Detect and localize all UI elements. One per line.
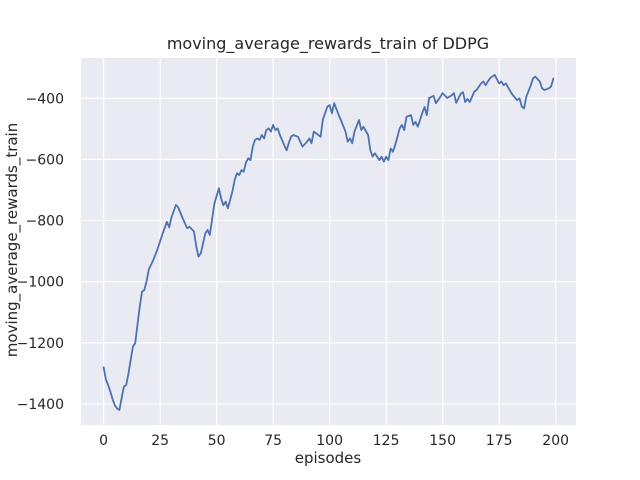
plot-area [81, 58, 576, 425]
x-tick-label: 200 [542, 433, 569, 449]
y-tick-label: −1000 [17, 275, 64, 291]
x-tick-label: 50 [208, 433, 226, 449]
series-layer [102, 73, 555, 411]
y-tick-label: −1200 [17, 336, 64, 352]
x-tick-label: 0 [99, 433, 108, 449]
x-tick-labels: 0 25 50 75 100 125 150 175 200 [99, 433, 569, 449]
y-tick-label: −400 [26, 91, 64, 107]
x-tick-label: 75 [264, 433, 282, 449]
series-line [102, 73, 555, 411]
y-tick-label: −800 [26, 214, 64, 230]
grid-lines [81, 58, 576, 425]
x-tick-label: 25 [151, 433, 169, 449]
x-tick-label: 175 [486, 433, 513, 449]
x-tick-label: 150 [429, 433, 456, 449]
x-tick-label: 125 [373, 433, 400, 449]
y-axis-label: moving_average_rewards_train [3, 123, 22, 357]
y-tick-label: −600 [26, 152, 64, 168]
x-axis-label: episodes [295, 449, 362, 467]
chart-title: moving_average_rewards_train of DDPG [167, 34, 489, 54]
y-tick-labels: −400 −600 −800 −1000 −1200 −1400 [17, 91, 64, 413]
x-tick-label: 100 [316, 433, 343, 449]
y-tick-label: −1400 [17, 397, 64, 413]
